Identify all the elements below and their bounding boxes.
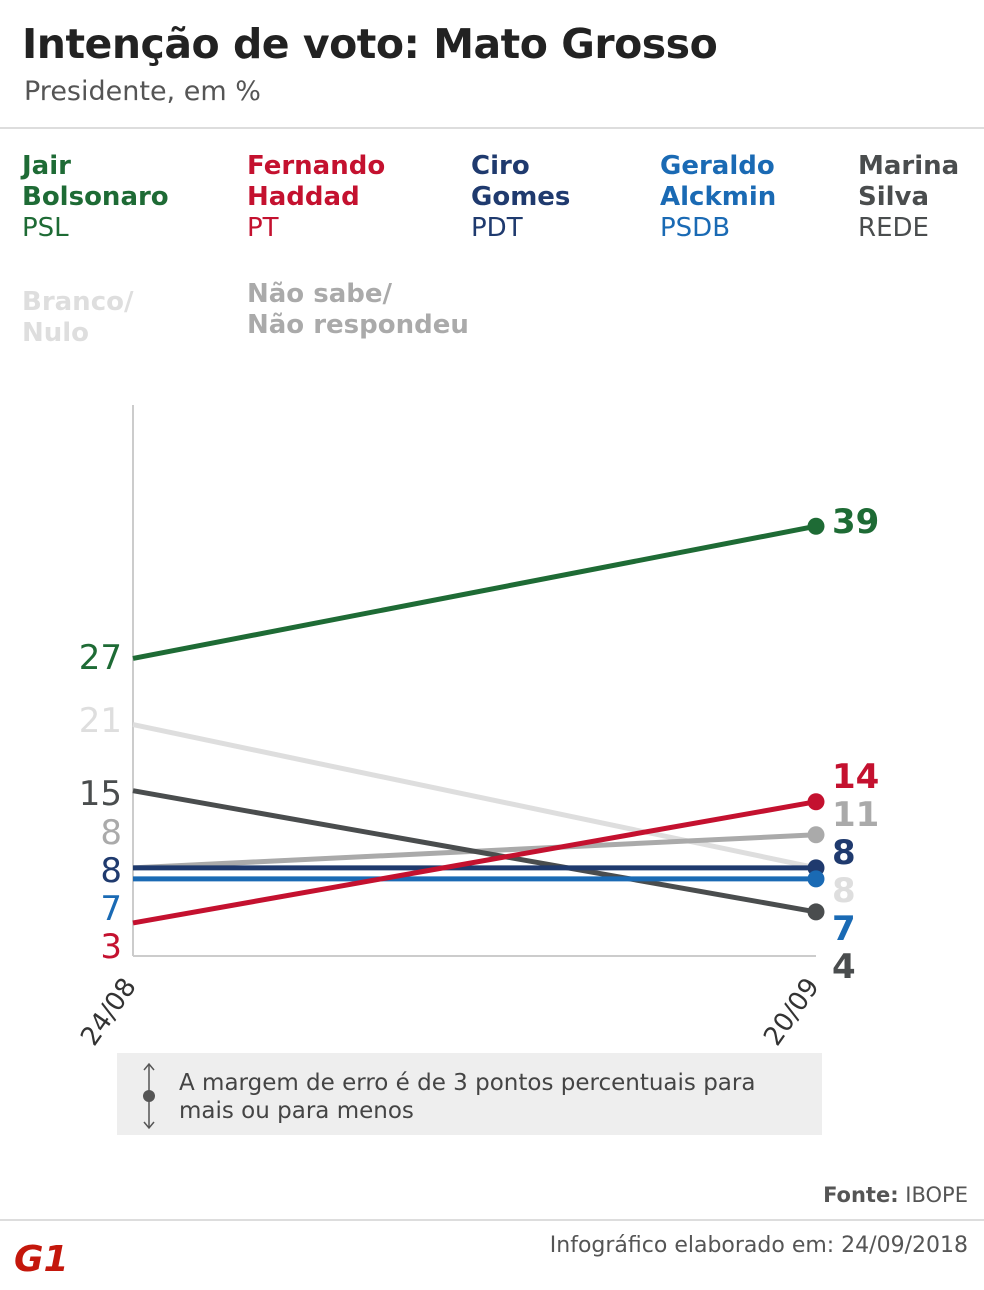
series-line [132, 523, 817, 661]
legend-ciro: Ciro Gomes PDT [471, 151, 571, 243]
end-value-label: 8 [832, 871, 856, 911]
series-line [132, 788, 817, 915]
x-tick-label: 20/09 [758, 973, 826, 1050]
error-margin-note: A margem de erro é de 3 pontos percentua… [117, 1053, 822, 1135]
end-value-label: 11 [832, 795, 879, 835]
series-line [132, 799, 817, 926]
legend-bolsonaro: Jair Bolsonaro PSL [22, 151, 169, 243]
legend-marina: Marina Silva REDE [858, 151, 960, 243]
legend-haddad: Fernando Haddad PT [247, 151, 386, 243]
x-tick-label: 24/08 [75, 973, 143, 1050]
start-value-label: 8 [100, 813, 122, 853]
start-value-label: 7 [100, 889, 122, 929]
start-value-label: 3 [100, 927, 122, 967]
data-point [807, 870, 825, 888]
error-margin-text: A margem de erro é de 3 pontos percentua… [179, 1070, 756, 1124]
end-value-label: 7 [832, 909, 856, 949]
legend-nao-sabe: Não sabe/ Não respondeu [247, 279, 469, 340]
legend-alckmin: Geraldo Alckmin PSDB [660, 151, 777, 243]
svg-text:G1: G1 [14, 1239, 69, 1276]
end-value-label: 4 [832, 947, 856, 987]
page-title: Intenção de voto: Mato Grosso [22, 20, 718, 68]
legend-branco-nulo: Branco/ Nulo [22, 287, 134, 348]
data-point [807, 826, 825, 844]
start-value-label: 27 [79, 638, 122, 678]
divider [0, 127, 984, 129]
end-value-label: 8 [832, 833, 856, 873]
divider [0, 1219, 984, 1221]
page-subtitle: Presidente, em % [24, 76, 261, 107]
start-value-label: 21 [79, 701, 122, 741]
start-value-label: 15 [79, 774, 122, 814]
made-date: Infográfico elaborado em: 24/09/2018 [549, 1233, 968, 1258]
data-point [807, 793, 825, 811]
start-value-label: 8 [100, 851, 122, 891]
data-point [807, 903, 825, 921]
series-line [132, 722, 817, 871]
end-value-label: 39 [832, 502, 879, 542]
g1-logo: G1 [14, 1239, 69, 1276]
data-point [807, 517, 825, 535]
end-value-label: 14 [832, 757, 879, 797]
error-margin-icon [143, 1062, 155, 1130]
source: Fonte: IBOPE [823, 1183, 968, 1207]
